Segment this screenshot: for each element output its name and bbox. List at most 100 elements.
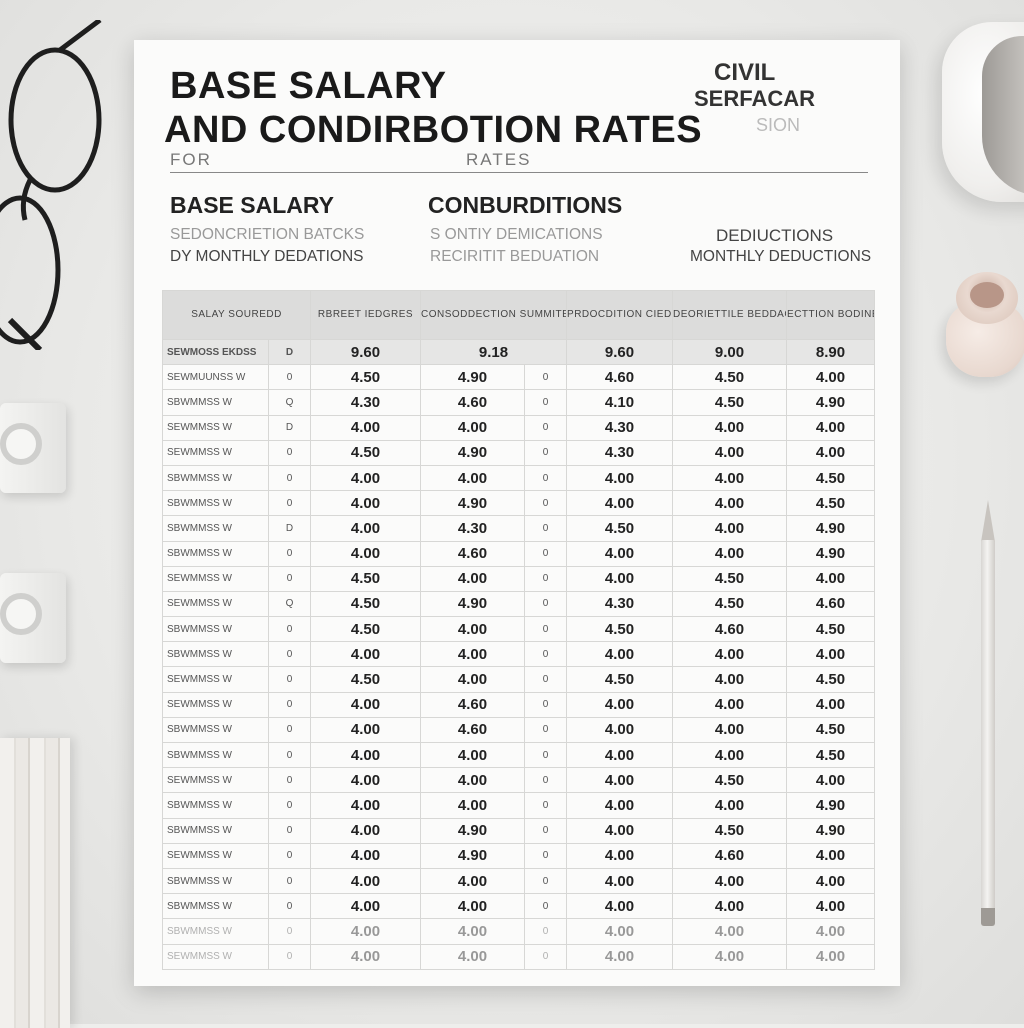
row-label: SBWMMSS W — [162, 490, 269, 517]
rate-cell: 4.00 — [672, 439, 788, 466]
row-mark: 0 — [524, 918, 568, 945]
rate-cell: 4.00 — [672, 515, 788, 542]
table-row: SEWMMSS W D 4.00 4.00 0 4.30 4.00 4.00 — [162, 414, 876, 441]
pencil — [981, 500, 995, 930]
row-mark: 0 — [524, 666, 568, 693]
row-label: SBWMMSS W — [162, 716, 269, 744]
rate-cell: 4.00 — [310, 918, 422, 945]
table-row: SEWMMSS W 0 4.50 4.90 0 4.30 4.00 4.00 — [162, 439, 876, 466]
section-contributions: CONBURDITIONS — [428, 192, 623, 218]
rate-cell: 4.00 — [566, 716, 674, 744]
row-mark: 0 — [524, 817, 568, 844]
rate-cell: 4.00 — [420, 565, 526, 592]
rate-cell: 4.00 — [420, 741, 526, 769]
rate-cell: 4.00 — [310, 490, 422, 517]
rate-cell: 4.00 — [566, 691, 674, 718]
rate-cell: 4.60 — [420, 716, 526, 744]
row-mark: 0 — [267, 867, 312, 895]
row-mark: 0 — [524, 490, 568, 517]
row-mark: 0 — [267, 464, 312, 492]
rate-cell: 4.00 — [672, 716, 788, 744]
rate-cell: 4.00 — [310, 867, 422, 895]
rate-cell: 4.50 — [310, 565, 422, 592]
coffee-cup — [942, 22, 1024, 202]
rate-cell: 4.50 — [672, 389, 788, 416]
base-salary-sub-2: DY MONTHLY DEDATIONS — [170, 248, 364, 265]
rate-cell: 4.50 — [672, 590, 788, 618]
rate-cell: 4.00 — [672, 943, 788, 970]
rate-cell: 4.00 — [420, 943, 526, 970]
rate-cell: 4.50 — [786, 666, 876, 693]
rate-cell: 4.60 — [420, 540, 526, 567]
table-row: SBWMMSS W 0 4.00 4.00 0 4.00 4.00 4.00 — [162, 893, 876, 920]
rate-cell: 4.00 — [566, 867, 674, 895]
row-label: SBWMMSS W — [162, 464, 269, 492]
rate-cell: 4.00 — [672, 691, 788, 718]
rate-cell: 4.50 — [310, 439, 422, 466]
rate-cell: 4.00 — [786, 691, 876, 718]
rate-cell: 4.00 — [566, 943, 674, 970]
table-row: SBWMMSS W 0 4.00 4.90 0 4.00 4.00 4.50 — [162, 490, 876, 517]
column-header: PRDOCDITION CIEDORDENS — [566, 290, 674, 340]
rate-cell: 4.90 — [420, 590, 526, 618]
row-mark: D — [267, 515, 312, 542]
rate-cell: 4.90 — [420, 490, 526, 517]
row-label: SBWMMSS W — [162, 515, 269, 542]
row-mark: 0 — [524, 842, 568, 869]
row-mark: 0 — [267, 364, 312, 391]
row-mark: 0 — [524, 364, 568, 391]
rate-cell: 4.00 — [310, 540, 422, 567]
rate-cell: 4.50 — [566, 666, 674, 693]
rate-cell: 4.00 — [566, 767, 674, 794]
rate-cell: 4.60 — [786, 590, 876, 618]
brand-line-3: SION — [756, 115, 801, 135]
title-line-2: AND CONDIRBOTION RATES — [164, 109, 703, 151]
row-label: SEWMMSS W — [162, 767, 269, 794]
row-mark: D — [267, 338, 312, 366]
table-row: SEWMMSS W 0 4.00 4.00 0 4.00 4.00 4.00 — [162, 943, 876, 970]
rate-cell: 4.00 — [566, 842, 674, 869]
rate-cell: 4.00 — [672, 918, 788, 945]
rate-cell: 4.00 — [566, 641, 674, 668]
row-mark: 0 — [267, 842, 312, 869]
row-mark: 0 — [524, 893, 568, 920]
row-label: SEWMOSS EKDSS — [162, 338, 269, 366]
row-label: SEWMMSS W — [162, 439, 269, 466]
rate-cell: 4.00 — [786, 439, 876, 466]
rate-cell: 4.90 — [786, 817, 876, 844]
rate-cell: 4.60 — [420, 691, 526, 718]
row-mark: 0 — [267, 691, 312, 718]
table-row: SEWMMSS W 0 4.50 4.00 0 4.50 4.00 4.50 — [162, 666, 876, 693]
rate-cell: 4.50 — [672, 364, 788, 391]
rate-cell: 4.00 — [310, 716, 422, 744]
rate-cell: 4.00 — [566, 918, 674, 945]
row-mark: 0 — [267, 616, 312, 643]
rate-cell: 4.00 — [566, 464, 674, 492]
table-row: SBWMMSS W D 4.00 4.30 0 4.50 4.00 4.90 — [162, 515, 876, 542]
column-header: ECTTION BODINES — [786, 290, 876, 340]
rate-cell: 4.90 — [786, 389, 876, 416]
row-mark: 0 — [524, 540, 568, 567]
rate-cell: 4.00 — [310, 464, 422, 492]
rate-cell: 4.90 — [420, 817, 526, 844]
rate-cell: 4.00 — [786, 893, 876, 920]
column-header: DEORIETTILE BEDDACEOS — [672, 290, 788, 340]
rates-table: SALAY SOUREDD RBREET IEDGRES CONSODDECTI… — [161, 290, 876, 970]
deductions-sub: MONTHLY DEDUCTIONS — [690, 248, 872, 265]
rate-cell: 4.00 — [672, 893, 788, 920]
rate-cell: 4.00 — [310, 792, 422, 819]
rate-cell: 4.00 — [420, 867, 526, 895]
rate-cell: 9.60 — [566, 338, 674, 366]
row-mark: 0 — [524, 691, 568, 718]
page-title: BASE SALARY AND CONDIRBOTION RATES — [164, 64, 710, 152]
rate-cell: 4.50 — [672, 767, 788, 794]
rate-cell: 4.00 — [566, 792, 674, 819]
row-label: SBWMMSS W — [162, 893, 269, 920]
rate-cell: 4.00 — [566, 817, 674, 844]
row-mark: 0 — [524, 439, 568, 466]
rate-cell: 4.50 — [310, 364, 422, 391]
table-row: SEWMMSS W 0 4.00 4.60 0 4.00 4.00 4.00 — [162, 691, 876, 718]
row-mark: 0 — [524, 590, 568, 618]
department-brand: CIVIL SERFACAR SION — [694, 60, 894, 138]
rate-cell: 4.90 — [786, 540, 876, 567]
